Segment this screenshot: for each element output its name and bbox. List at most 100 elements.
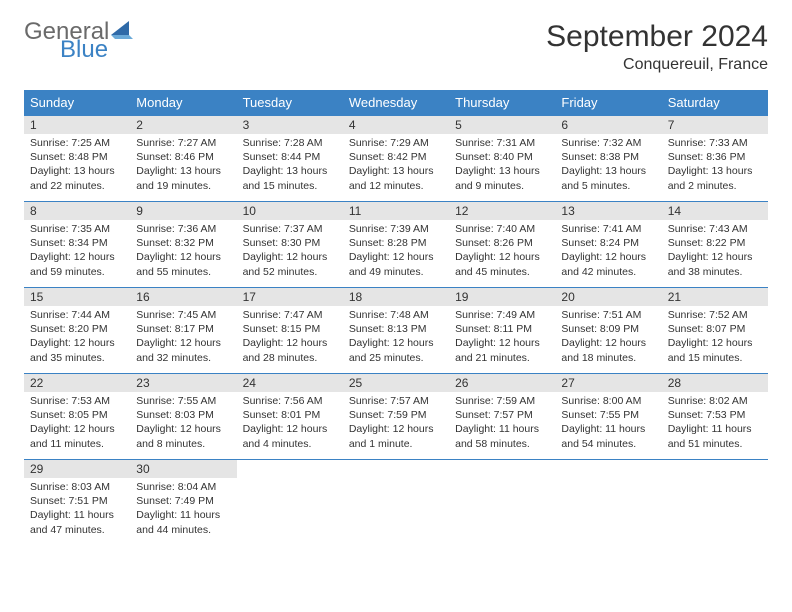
day-data: Sunrise: 7:59 AMSunset: 7:57 PMDaylight:…	[449, 392, 555, 455]
day-data: Sunrise: 7:49 AMSunset: 8:11 PMDaylight:…	[449, 306, 555, 369]
day-data: Sunrise: 8:03 AMSunset: 7:51 PMDaylight:…	[24, 478, 130, 541]
day-data: Sunrise: 7:36 AMSunset: 8:32 PMDaylight:…	[130, 220, 236, 283]
day-data: Sunrise: 7:37 AMSunset: 8:30 PMDaylight:…	[237, 220, 343, 283]
calendar-cell: 29Sunrise: 8:03 AMSunset: 7:51 PMDayligh…	[24, 460, 130, 546]
calendar-row: 1Sunrise: 7:25 AMSunset: 8:48 PMDaylight…	[24, 116, 768, 202]
day-number: 27	[555, 374, 661, 392]
day-data: Sunrise: 7:56 AMSunset: 8:01 PMDaylight:…	[237, 392, 343, 455]
day-data: Sunrise: 7:29 AMSunset: 8:42 PMDaylight:…	[343, 134, 449, 197]
weekday-header: Monday	[130, 90, 236, 116]
calendar-cell: 20Sunrise: 7:51 AMSunset: 8:09 PMDayligh…	[555, 288, 661, 374]
calendar-row: 29Sunrise: 8:03 AMSunset: 7:51 PMDayligh…	[24, 460, 768, 546]
day-number: 29	[24, 460, 130, 478]
calendar-cell: 11Sunrise: 7:39 AMSunset: 8:28 PMDayligh…	[343, 202, 449, 288]
day-number: 8	[24, 202, 130, 220]
calendar-cell: 25Sunrise: 7:57 AMSunset: 7:59 PMDayligh…	[343, 374, 449, 460]
calendar-cell	[555, 460, 661, 546]
day-data: Sunrise: 7:44 AMSunset: 8:20 PMDaylight:…	[24, 306, 130, 369]
day-data: Sunrise: 8:00 AMSunset: 7:55 PMDaylight:…	[555, 392, 661, 455]
day-number: 6	[555, 116, 661, 134]
day-data: Sunrise: 7:51 AMSunset: 8:09 PMDaylight:…	[555, 306, 661, 369]
calendar-cell: 26Sunrise: 7:59 AMSunset: 7:57 PMDayligh…	[449, 374, 555, 460]
calendar-cell: 4Sunrise: 7:29 AMSunset: 8:42 PMDaylight…	[343, 116, 449, 202]
calendar-cell: 15Sunrise: 7:44 AMSunset: 8:20 PMDayligh…	[24, 288, 130, 374]
calendar-cell: 6Sunrise: 7:32 AMSunset: 8:38 PMDaylight…	[555, 116, 661, 202]
calendar-cell: 13Sunrise: 7:41 AMSunset: 8:24 PMDayligh…	[555, 202, 661, 288]
calendar-cell: 27Sunrise: 8:00 AMSunset: 7:55 PMDayligh…	[555, 374, 661, 460]
day-data: Sunrise: 7:45 AMSunset: 8:17 PMDaylight:…	[130, 306, 236, 369]
calendar-cell: 22Sunrise: 7:53 AMSunset: 8:05 PMDayligh…	[24, 374, 130, 460]
calendar-cell: 16Sunrise: 7:45 AMSunset: 8:17 PMDayligh…	[130, 288, 236, 374]
calendar-cell: 7Sunrise: 7:33 AMSunset: 8:36 PMDaylight…	[662, 116, 768, 202]
day-data: Sunrise: 7:41 AMSunset: 8:24 PMDaylight:…	[555, 220, 661, 283]
day-number: 7	[662, 116, 768, 134]
day-data: Sunrise: 7:32 AMSunset: 8:38 PMDaylight:…	[555, 134, 661, 197]
day-data: Sunrise: 7:35 AMSunset: 8:34 PMDaylight:…	[24, 220, 130, 283]
calendar-table: SundayMondayTuesdayWednesdayThursdayFrid…	[24, 90, 768, 546]
calendar-cell	[343, 460, 449, 546]
calendar-cell: 2Sunrise: 7:27 AMSunset: 8:46 PMDaylight…	[130, 116, 236, 202]
calendar-row: 15Sunrise: 7:44 AMSunset: 8:20 PMDayligh…	[24, 288, 768, 374]
calendar-body: 1Sunrise: 7:25 AMSunset: 8:48 PMDaylight…	[24, 116, 768, 546]
weekday-header: Friday	[555, 90, 661, 116]
calendar-cell: 8Sunrise: 7:35 AMSunset: 8:34 PMDaylight…	[24, 202, 130, 288]
calendar-row: 8Sunrise: 7:35 AMSunset: 8:34 PMDaylight…	[24, 202, 768, 288]
calendar-cell: 10Sunrise: 7:37 AMSunset: 8:30 PMDayligh…	[237, 202, 343, 288]
day-number: 15	[24, 288, 130, 306]
calendar-cell	[237, 460, 343, 546]
day-number: 30	[130, 460, 236, 478]
logo-text-blue: Blue	[60, 38, 133, 62]
day-data: Sunrise: 7:53 AMSunset: 8:05 PMDaylight:…	[24, 392, 130, 455]
day-data: Sunrise: 8:04 AMSunset: 7:49 PMDaylight:…	[130, 478, 236, 541]
day-data: Sunrise: 7:28 AMSunset: 8:44 PMDaylight:…	[237, 134, 343, 197]
weekday-header: Wednesday	[343, 90, 449, 116]
day-data: Sunrise: 7:55 AMSunset: 8:03 PMDaylight:…	[130, 392, 236, 455]
weekday-header-row: SundayMondayTuesdayWednesdayThursdayFrid…	[24, 90, 768, 116]
day-number: 11	[343, 202, 449, 220]
calendar-cell: 23Sunrise: 7:55 AMSunset: 8:03 PMDayligh…	[130, 374, 236, 460]
day-data: Sunrise: 7:43 AMSunset: 8:22 PMDaylight:…	[662, 220, 768, 283]
logo: General Blue	[24, 20, 133, 62]
month-title: September 2024	[546, 20, 768, 54]
calendar-row: 22Sunrise: 7:53 AMSunset: 8:05 PMDayligh…	[24, 374, 768, 460]
calendar-cell: 19Sunrise: 7:49 AMSunset: 8:11 PMDayligh…	[449, 288, 555, 374]
day-number: 10	[237, 202, 343, 220]
day-number: 22	[24, 374, 130, 392]
weekday-header: Saturday	[662, 90, 768, 116]
calendar-cell: 14Sunrise: 7:43 AMSunset: 8:22 PMDayligh…	[662, 202, 768, 288]
weekday-header: Tuesday	[237, 90, 343, 116]
calendar-cell: 1Sunrise: 7:25 AMSunset: 8:48 PMDaylight…	[24, 116, 130, 202]
day-number: 9	[130, 202, 236, 220]
day-number: 19	[449, 288, 555, 306]
calendar-cell: 28Sunrise: 8:02 AMSunset: 7:53 PMDayligh…	[662, 374, 768, 460]
day-number: 18	[343, 288, 449, 306]
day-number: 17	[237, 288, 343, 306]
calendar-cell: 5Sunrise: 7:31 AMSunset: 8:40 PMDaylight…	[449, 116, 555, 202]
day-number: 24	[237, 374, 343, 392]
day-data: Sunrise: 7:57 AMSunset: 7:59 PMDaylight:…	[343, 392, 449, 455]
day-number: 16	[130, 288, 236, 306]
day-data: Sunrise: 7:40 AMSunset: 8:26 PMDaylight:…	[449, 220, 555, 283]
day-number: 1	[24, 116, 130, 134]
day-number: 2	[130, 116, 236, 134]
calendar-cell: 12Sunrise: 7:40 AMSunset: 8:26 PMDayligh…	[449, 202, 555, 288]
day-number: 23	[130, 374, 236, 392]
title-block: September 2024 Conquereuil, France	[546, 20, 768, 74]
day-number: 28	[662, 374, 768, 392]
day-data: Sunrise: 7:25 AMSunset: 8:48 PMDaylight:…	[24, 134, 130, 197]
day-number: 3	[237, 116, 343, 134]
day-number: 13	[555, 202, 661, 220]
day-data: Sunrise: 7:47 AMSunset: 8:15 PMDaylight:…	[237, 306, 343, 369]
calendar-cell: 18Sunrise: 7:48 AMSunset: 8:13 PMDayligh…	[343, 288, 449, 374]
day-number: 20	[555, 288, 661, 306]
calendar-cell	[449, 460, 555, 546]
day-data: Sunrise: 7:27 AMSunset: 8:46 PMDaylight:…	[130, 134, 236, 197]
weekday-header: Sunday	[24, 90, 130, 116]
calendar-cell: 17Sunrise: 7:47 AMSunset: 8:15 PMDayligh…	[237, 288, 343, 374]
day-data: Sunrise: 7:48 AMSunset: 8:13 PMDaylight:…	[343, 306, 449, 369]
day-number: 5	[449, 116, 555, 134]
day-number: 21	[662, 288, 768, 306]
day-number: 12	[449, 202, 555, 220]
calendar-cell: 21Sunrise: 7:52 AMSunset: 8:07 PMDayligh…	[662, 288, 768, 374]
day-number: 26	[449, 374, 555, 392]
